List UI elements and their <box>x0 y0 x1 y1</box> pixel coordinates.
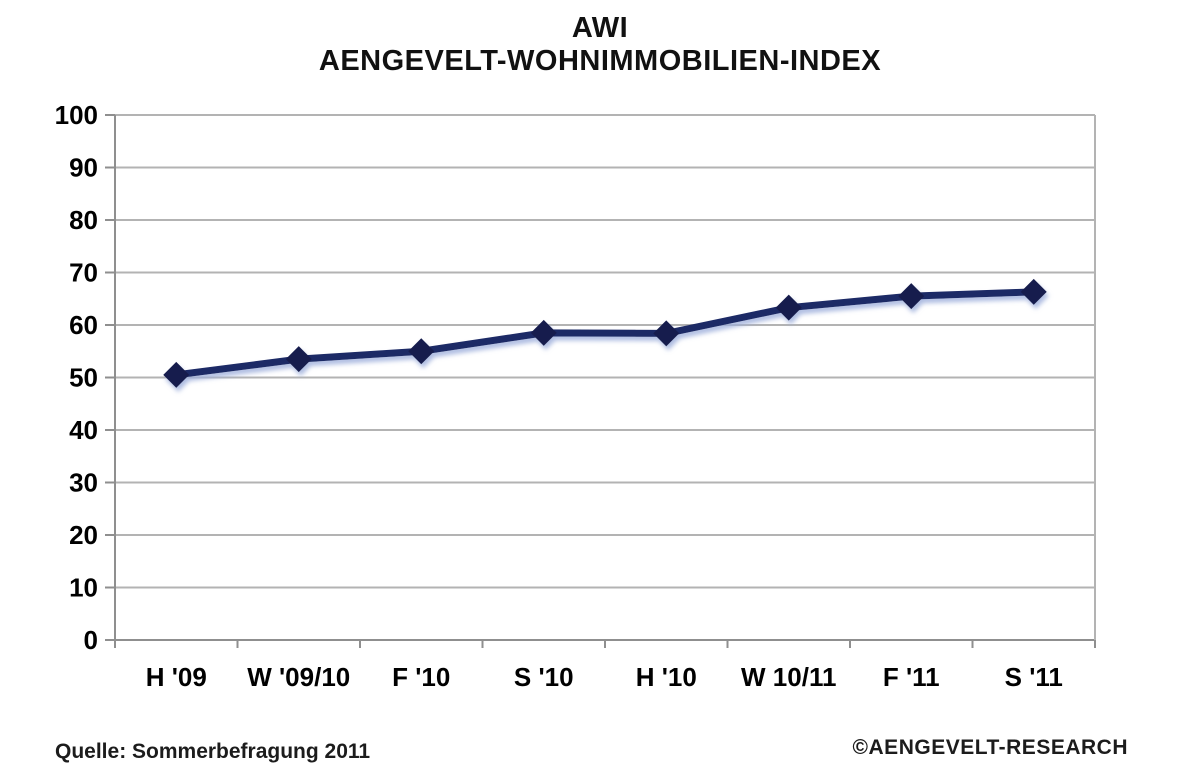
data-point-marker <box>408 338 435 365</box>
series-line <box>172 288 1038 379</box>
chart-title-line1: AWI <box>571 12 629 44</box>
source-note: Quelle: Sommerbefragung 2011 <box>55 740 371 763</box>
y-axis-label: 10 <box>69 573 98 603</box>
x-axis-label: S '10 <box>514 662 574 692</box>
y-axis-label: 30 <box>69 468 98 498</box>
data-point-marker <box>285 346 312 373</box>
x-axis-label: H '10 <box>636 662 697 692</box>
x-axis-label: H '09 <box>146 662 207 692</box>
data-point-marker <box>775 294 802 321</box>
data-point-marker <box>1020 278 1047 305</box>
y-axis-label: 40 <box>69 415 98 445</box>
data-point-marker <box>898 283 925 310</box>
x-axis-label: W 10/11 <box>741 662 836 692</box>
y-axis-label: 50 <box>69 363 98 393</box>
copyright-note: ©AENGEVELT-RESEARCH <box>852 736 1128 759</box>
y-axis-label: 60 <box>69 310 98 340</box>
y-axis-label: 0 <box>84 625 98 655</box>
data-point-marker <box>163 361 190 388</box>
chart-title-line2: AENGEVELT-WOHNIMMOBILIEN-INDEX <box>318 45 882 77</box>
y-axis-label: 70 <box>69 258 98 288</box>
x-axis-label: F '11 <box>883 662 940 692</box>
y-axis-label: 80 <box>69 205 98 235</box>
x-axis-label: W '09/10 <box>247 662 350 692</box>
y-axis-label: 90 <box>69 153 98 183</box>
data-point-marker <box>530 319 557 346</box>
x-axis-label: S '11 <box>1005 662 1063 692</box>
series-awi <box>163 278 1047 388</box>
data-point-marker <box>653 320 680 347</box>
y-axis-label: 100 <box>55 100 98 130</box>
x-axis-label: F '10 <box>392 662 450 692</box>
y-axis-label: 20 <box>69 520 98 550</box>
chart-title: AWI AENGEVELT-WOHNIMMOBILIEN-INDEX <box>0 12 1200 78</box>
